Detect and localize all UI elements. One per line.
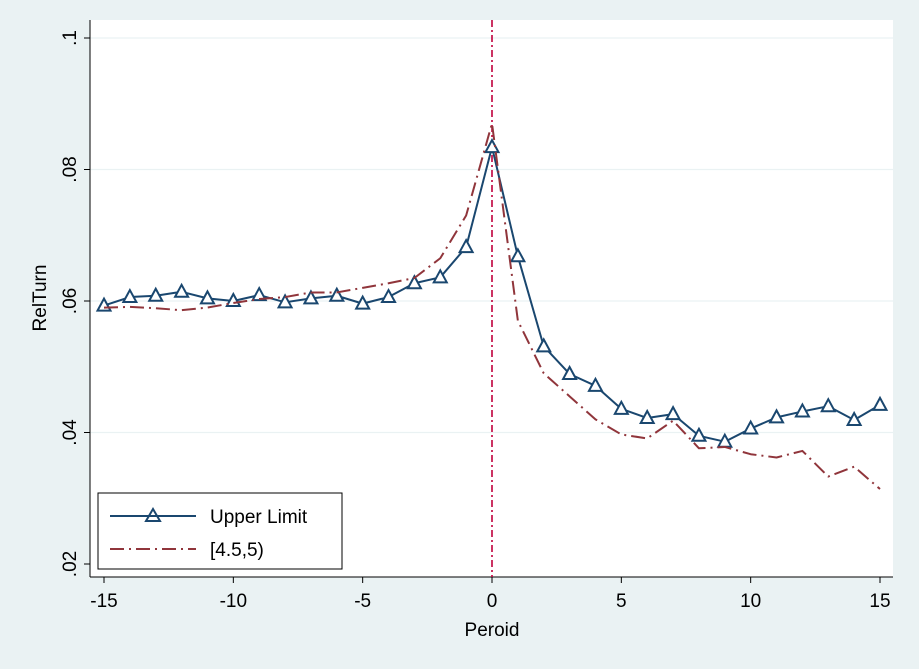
- legend-label-4-5-5: [4.5,5): [210, 540, 264, 561]
- x-axis-title: Peroid: [465, 620, 520, 641]
- x-tick-label: -15: [90, 591, 117, 612]
- series-0-point: [561, 364, 578, 380]
- legend-box: [97, 492, 343, 570]
- series-0-point: [328, 286, 345, 302]
- y-tick-label: .06: [60, 288, 81, 314]
- series-layer: [95, 122, 889, 490]
- series-0-point: [742, 419, 759, 435]
- series-0-point: [794, 402, 811, 418]
- series-0-point: [121, 287, 139, 304]
- y-tick-label: .04: [60, 419, 81, 446]
- series-0-point: [587, 376, 604, 392]
- series-0-point: [380, 287, 397, 304]
- series-0-point: [820, 397, 837, 413]
- series-0-point: [173, 282, 190, 298]
- series-0-point: [639, 408, 656, 425]
- x-tick-label: -10: [220, 591, 247, 612]
- y-tick-label: .1: [60, 30, 81, 46]
- x-tick-label: 5: [616, 591, 627, 612]
- series-0-point: [147, 286, 164, 302]
- series-0-point: [664, 404, 682, 421]
- legend-marker-upper-limit: [144, 507, 162, 522]
- axes: .02 .04 .06 .08 .1 -15 -10 -5 0 5 10 15: [60, 20, 893, 612]
- series-0-point: [509, 247, 527, 263]
- x-tick-label: 10: [740, 591, 761, 612]
- series-0-point: [251, 285, 268, 302]
- legend: Upper Limit [4.5,5): [97, 492, 343, 570]
- series-0-point: [845, 410, 863, 427]
- x-tick-label: 15: [869, 591, 890, 612]
- series-0-point: [768, 408, 785, 424]
- x-tick-label: 0: [487, 591, 498, 612]
- series-0-point: [302, 289, 320, 305]
- series-0-point: [354, 294, 371, 310]
- series-line-1: [103, 122, 881, 490]
- series-0-point: [871, 395, 889, 411]
- series-0-point: [535, 337, 552, 353]
- series-0-point: [406, 274, 423, 290]
- y-tick-label: .02: [60, 551, 81, 577]
- series-0-point: [276, 293, 294, 309]
- series-0-point: [613, 399, 630, 415]
- series-0-point: [199, 289, 216, 305]
- legend-label-upper-limit: Upper Limit: [210, 507, 308, 528]
- y-tick-label: .08: [60, 156, 81, 182]
- series-0-point: [690, 426, 708, 442]
- series-0-point: [432, 268, 449, 284]
- y-axis-title: RelTurn: [30, 265, 51, 332]
- x-tick-label: -5: [354, 591, 371, 612]
- series-0-point: [457, 237, 475, 254]
